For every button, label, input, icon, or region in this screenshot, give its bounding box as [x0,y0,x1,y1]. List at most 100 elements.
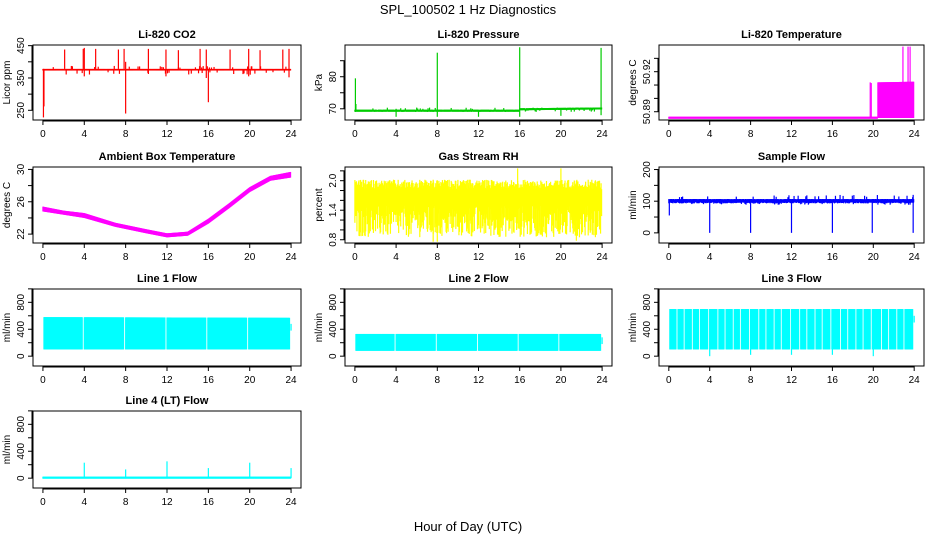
panel-title: Li-820 Pressure [438,29,520,41]
x-axis: 0 4 8 12 16 20 24 [666,243,920,263]
y-tick-label: 1.4 [328,203,339,217]
y-tick-label: 0.8 [328,232,339,246]
x-tick-label: 16 [827,375,839,386]
y-tick-label: 100 [642,192,653,209]
x-tick-label: 8 [123,129,129,140]
x-tick-label: 4 [393,129,399,140]
x-tick-label: 16 [203,252,215,263]
y-axis-label: percent [314,188,325,222]
panel-title: Ambient Box Temperature [99,151,236,163]
panel-title: Line 4 (LT) Flow [126,395,209,407]
x-axis: 0 4 8 12 16 20 24 [40,243,297,263]
x-axis: 0 4 8 12 16 20 24 [666,120,920,140]
data-series [43,317,292,350]
y-axis: 50.89 50.92 [642,57,659,124]
panel-title: Gas Stream RH [438,151,518,163]
data-series [42,47,292,118]
x-tick-label: 16 [827,129,839,140]
x-tick-label: 12 [161,129,173,140]
x-axis: 0 4 8 12 16 20 24 [352,243,608,263]
plot-frame [32,166,302,244]
plot-frame [344,288,613,367]
y-tick-label: 0 [642,353,653,359]
panel-line-2-flow: Line 2 Flow ml/min 0 4 8 12 16 20 24 0 400 800 [314,273,613,386]
data-series [42,171,292,238]
x-tick-label: 20 [868,375,880,386]
x-tick-label: 8 [435,252,441,263]
x-tick-label: 24 [909,129,921,140]
x-tick-label: 16 [514,252,526,263]
data-series [354,168,603,242]
x-tick-label: 4 [82,252,88,263]
y-tick-label: 26 [16,196,27,208]
panel-ambient-box-temperature: Ambient Box Temperature degrees C 0 4 8 12 16 2… [2,151,302,263]
x-axis-label: Hour of Day (UTC) [414,519,522,534]
x-tick-label: 12 [473,129,485,140]
x-tick-label: 24 [597,129,609,140]
y-axis-label: degrees C [628,59,639,105]
plot-frame [32,44,302,121]
x-tick-label: 4 [393,375,399,386]
x-tick-label: 8 [748,252,754,263]
x-tick-label: 0 [40,129,46,140]
x-tick-label: 8 [435,375,441,386]
panel-title: Li-820 CO2 [138,29,195,41]
x-tick-label: 24 [909,252,921,263]
x-tick-label: 24 [286,129,298,140]
y-tick-label: 30 [16,163,27,175]
x-tick-label: 24 [286,252,298,263]
y-tick-label: 80 [328,71,339,83]
data-series [354,47,603,117]
x-tick-label: 12 [161,375,173,386]
x-tick-label: 20 [555,252,567,263]
x-tick-label: 16 [203,129,215,140]
x-tick-label: 20 [555,375,567,386]
x-tick-label: 20 [868,129,880,140]
y-axis-label: degrees C [2,182,13,228]
x-tick-label: 16 [514,375,526,386]
y-tick-label: 200 [642,161,653,178]
x-tick-label: 12 [473,375,485,386]
y-tick-label: 400 [16,320,27,337]
x-tick-label: 8 [435,129,441,140]
x-tick-label: 12 [161,252,173,263]
x-tick-label: 16 [514,129,526,140]
x-tick-label: 8 [123,375,129,386]
x-tick-label: 4 [393,252,399,263]
x-tick-label: 20 [868,252,880,263]
panel-li-820-co2: Li-820 CO2 Licor ppm 0 4 8 12 16 20 24 250 350 450 [2,29,302,140]
y-tick-label: 50.89 [642,99,653,124]
y-tick-label: 400 [328,320,339,337]
x-tick-label: 24 [597,252,609,263]
y-axis-label: ml/min [2,435,13,464]
panel-gas-stream-rh: Gas Stream RH percent 0 4 8 12 16 20 24 0.8 1.4 2.0 [314,151,613,263]
x-tick-label: 8 [748,375,754,386]
data-series [668,194,915,233]
y-tick-label: 400 [642,320,653,337]
panel-li-820-temperature: Li-820 Temperature degrees C 0 4 8 12 16 20 24 50… [628,29,925,140]
x-tick-label: 24 [909,375,921,386]
y-tick-label: 450 [16,37,27,54]
y-tick-label: 250 [16,102,27,119]
y-tick-label: 0 [328,353,339,359]
x-tick-label: 12 [473,252,485,263]
y-tick-label: 22 [16,228,27,240]
data-series [42,461,292,479]
x-tick-label: 20 [244,252,256,263]
x-axis: 0 4 8 12 16 20 24 [40,120,297,140]
data-series [355,333,603,351]
panel-title: Line 2 Flow [449,273,509,285]
figure-title: SPL_100502 1 Hz Diagnostics [380,2,557,17]
x-axis: 0 4 8 12 16 20 24 [666,366,920,386]
y-axis-label: ml/min [628,313,639,342]
x-tick-label: 0 [40,375,46,386]
x-tick-label: 12 [786,129,798,140]
x-tick-label: 0 [666,252,672,263]
panel-title: Line 3 Flow [762,273,822,285]
x-tick-label: 16 [203,375,215,386]
y-tick-label: 800 [328,294,339,311]
x-tick-label: 0 [40,252,46,263]
y-tick-label: 70 [328,103,339,115]
